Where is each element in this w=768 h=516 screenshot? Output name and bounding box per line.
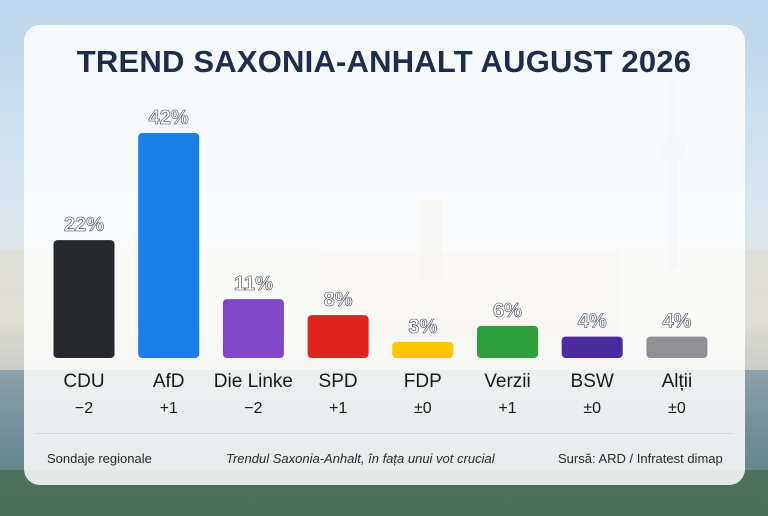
bar-bsw (561, 336, 623, 358)
category-label-die-linke: Die Linke (214, 371, 293, 392)
category-label-al-ii: Alții (662, 371, 693, 392)
value-label-cdu: 22% (64, 214, 104, 236)
category-label-fdp: FDP (404, 371, 442, 392)
category-label-verzii: Verzii (484, 371, 530, 392)
value-label-fdp: 3% (408, 316, 437, 338)
value-label-spd: 8% (324, 289, 353, 311)
change-label-fdp: ±0 (414, 400, 432, 417)
footer-left-text: Sondaje regionale (47, 451, 152, 466)
bar-verzii (477, 325, 538, 358)
category-label-cdu: CDU (63, 371, 104, 392)
change-label-die-linke: −2 (244, 400, 262, 417)
value-label-al-ii: 4% (662, 311, 691, 333)
value-label-bsw: 4% (578, 311, 607, 333)
footer-subtitle: Trendul Saxonia-Anhalt, în fața unui vot… (226, 451, 495, 466)
category-label-spd: SPD (319, 371, 358, 392)
bar-die-linke (222, 299, 284, 358)
value-label-afd: 42% (149, 107, 189, 129)
bar-al-ii (646, 336, 708, 358)
change-label-spd: +1 (329, 400, 347, 417)
change-label-verzii: +1 (498, 400, 516, 417)
bar-spd (307, 315, 369, 358)
value-label-die-linke: 11% (234, 273, 273, 295)
bar-cdu (53, 240, 115, 358)
change-label-afd: +1 (160, 400, 178, 417)
chart-title: TREND SAXONIA-ANHALT AUGUST 2026 (76, 44, 692, 79)
bar-afd (138, 133, 200, 358)
category-label-bsw: BSW (571, 371, 614, 392)
footer-source: Sursă: ARD / Infratest dimap (558, 451, 723, 466)
change-label-al-ii: ±0 (668, 400, 686, 417)
bar-fdp (392, 341, 454, 358)
value-label-verzii: 6% (493, 300, 522, 322)
change-label-cdu: −2 (75, 400, 93, 417)
change-label-bsw: ±0 (583, 400, 601, 417)
category-label-afd: AfD (153, 371, 185, 392)
footer-divider (36, 433, 733, 434)
